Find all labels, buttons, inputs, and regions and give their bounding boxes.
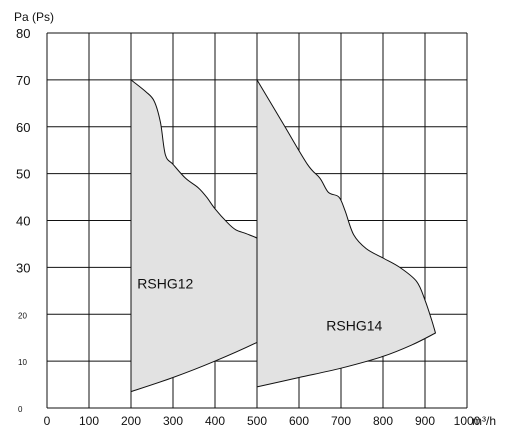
x-tick-label: 600 bbox=[289, 414, 309, 428]
x-axis-unit: m³/h bbox=[472, 414, 496, 428]
chart-labels: 0 100 200 300 400 500 600 700 800 900 1000m³/h8070… bbox=[16, 26, 496, 428]
y-tick-label: 70 bbox=[16, 73, 30, 88]
x-tick-label: 100 bbox=[79, 414, 99, 428]
x-tick-label: 800 bbox=[373, 414, 393, 428]
y-tick-label: 20 bbox=[18, 311, 27, 320]
x-tick-label: 0 bbox=[44, 414, 51, 428]
y-tick-label: 40 bbox=[16, 214, 30, 229]
y-tick-label: 60 bbox=[16, 120, 30, 135]
y-tick-label: 0 bbox=[18, 405, 23, 414]
series-label-rshg14: RSHG14 bbox=[326, 318, 382, 334]
series-area-rshg14 bbox=[256, 79, 436, 388]
chart-areas bbox=[130, 79, 436, 393]
series-label-rshg12: RSHG12 bbox=[137, 275, 193, 291]
x-tick-label: 300 bbox=[163, 414, 183, 428]
x-tick-label: 400 bbox=[205, 414, 225, 428]
x-tick-label: 700 bbox=[331, 414, 351, 428]
y-tick-label: 80 bbox=[16, 26, 30, 41]
x-tick-label: 1000 bbox=[454, 414, 481, 428]
y-axis-label: Pa (Ps) bbox=[14, 10, 54, 24]
y-tick-label: 10 bbox=[18, 358, 27, 367]
x-tick-label: 500 bbox=[247, 414, 267, 428]
x-tick-label: 200 bbox=[121, 414, 141, 428]
y-tick-label: 50 bbox=[16, 167, 30, 182]
x-tick-label: 900 bbox=[415, 414, 435, 428]
y-tick-label: 30 bbox=[16, 260, 30, 275]
